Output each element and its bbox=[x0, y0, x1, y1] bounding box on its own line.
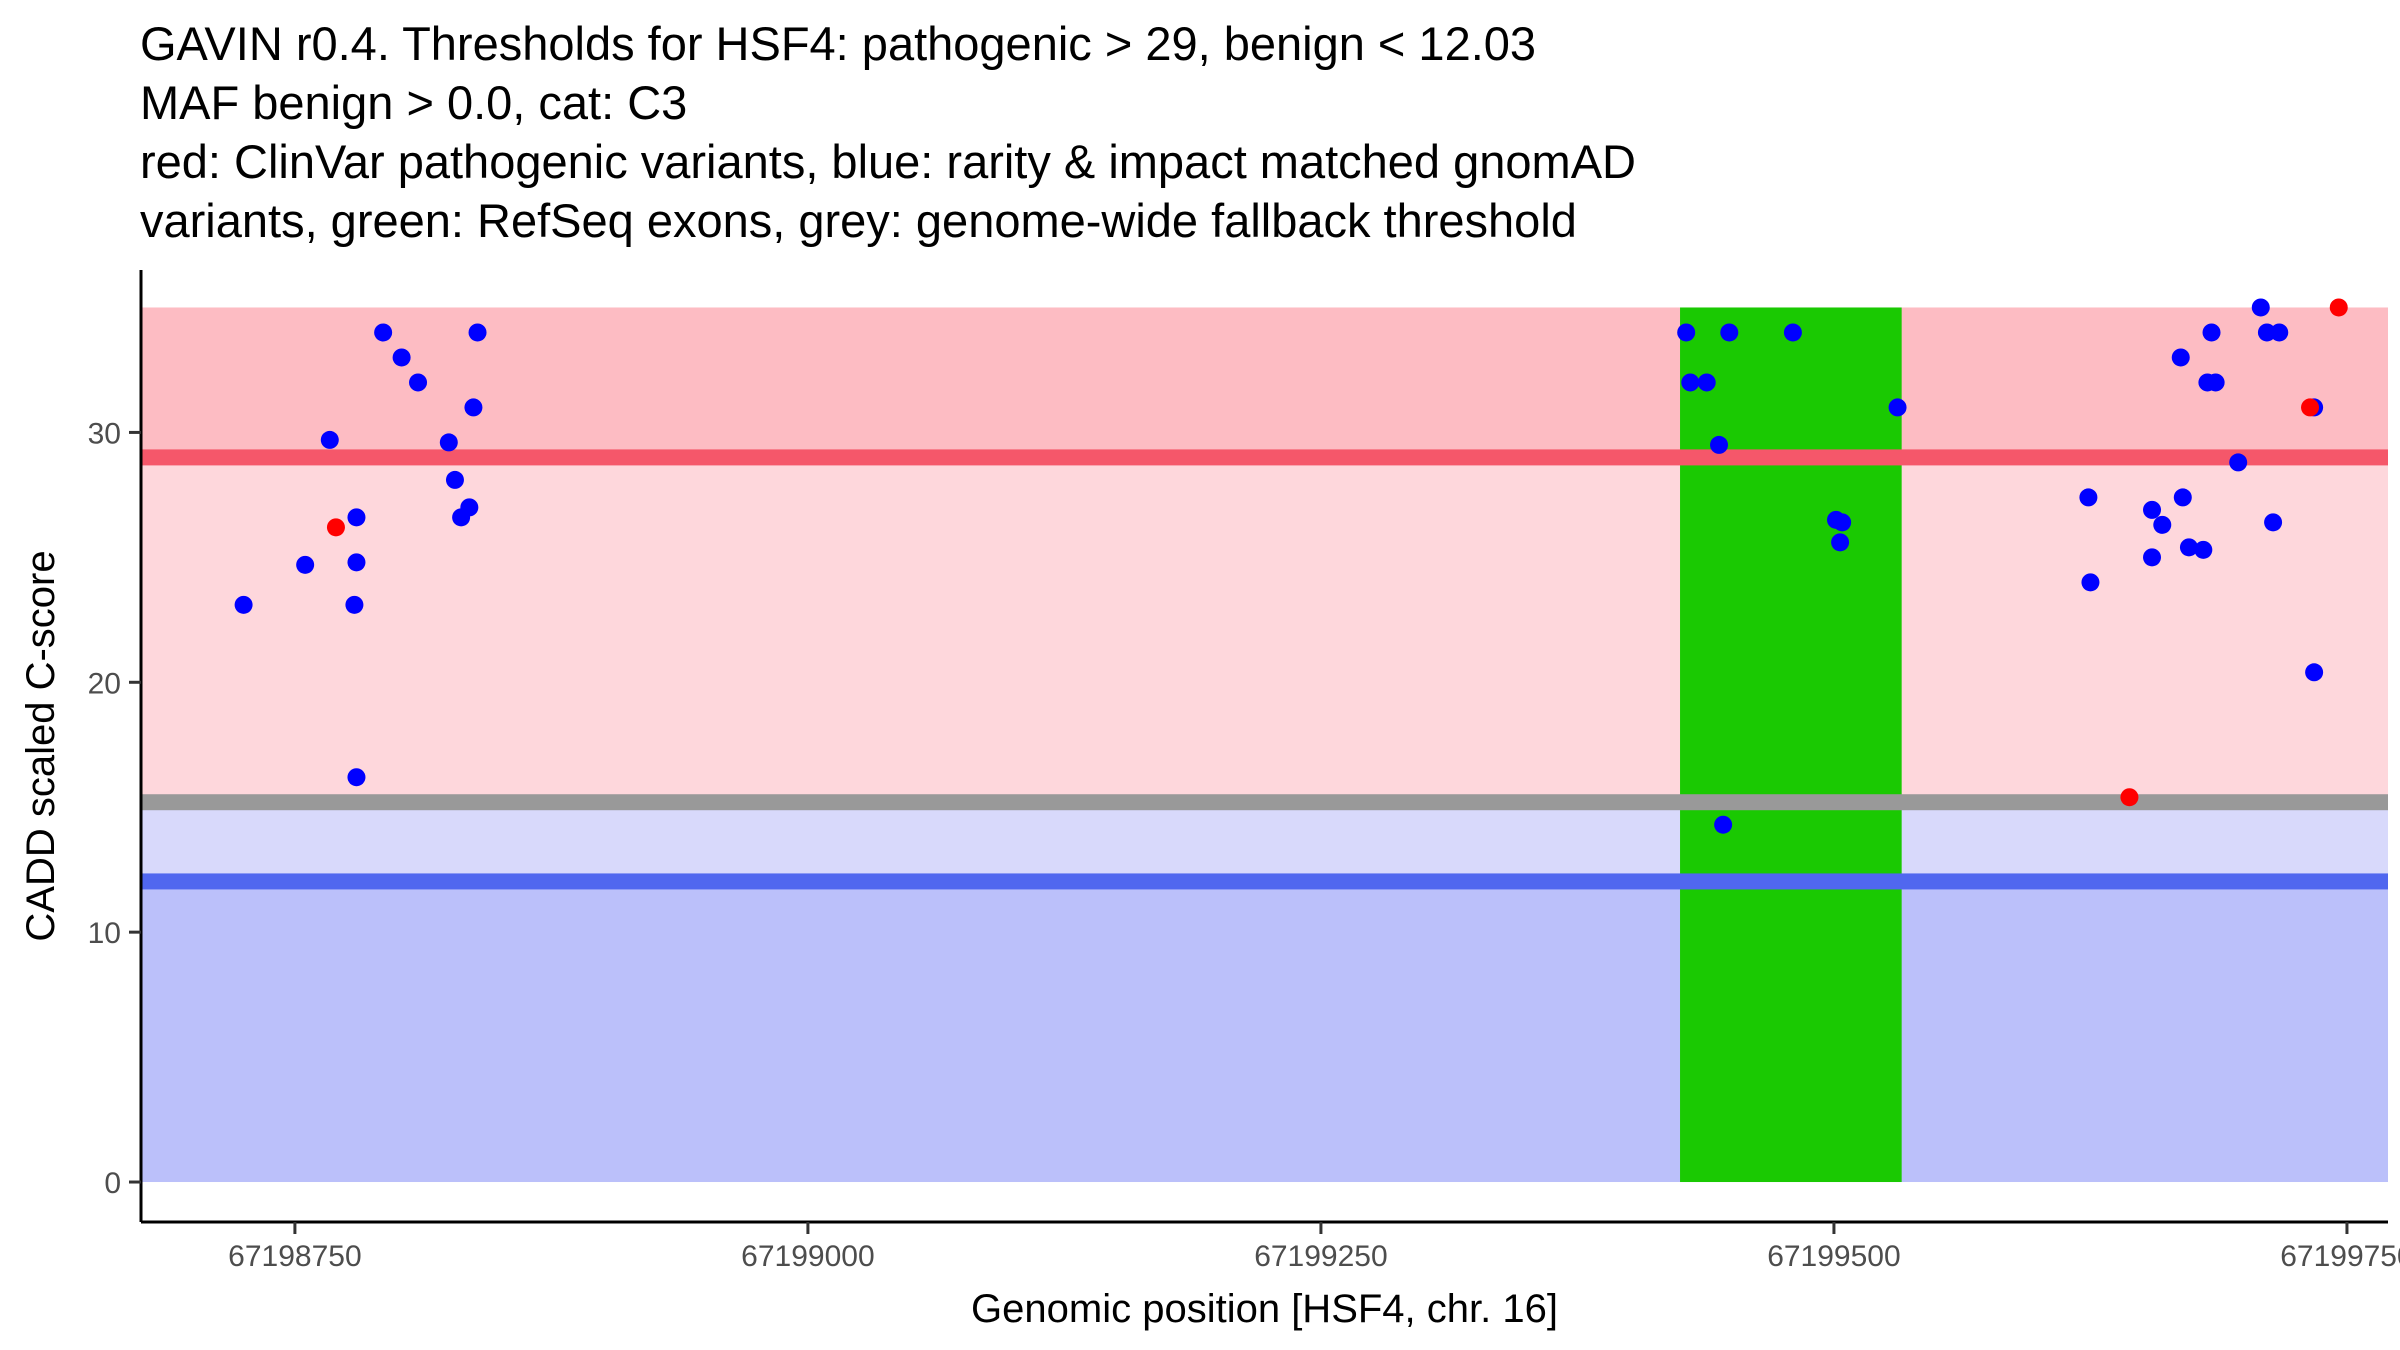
gnomad-point-5 bbox=[347, 553, 366, 572]
gnomad-point-20 bbox=[1710, 435, 1729, 454]
clinvar-point-3 bbox=[2301, 398, 2320, 417]
gnomad-point-43 bbox=[2264, 513, 2283, 532]
pathogenic-threshold-line bbox=[141, 449, 2388, 466]
title-line-4: variants, green: RefSeq exons, grey: gen… bbox=[140, 194, 1577, 247]
gnomad-point-40 bbox=[2229, 453, 2248, 472]
y-tick-label-4: 30 bbox=[88, 417, 121, 450]
x-tick-label-4: 67199500 bbox=[1767, 1240, 1900, 1273]
gnomad-point-11 bbox=[439, 433, 458, 452]
gnomad-point-18 bbox=[1681, 373, 1700, 392]
gnomad-point-38 bbox=[2202, 323, 2221, 342]
clinvar-point-4 bbox=[2329, 298, 2348, 317]
y-tick-label-1: 0 bbox=[104, 1167, 121, 1200]
benign-threshold-line bbox=[141, 873, 2388, 890]
title-line-2: MAF benign > 0.0, cat: C3 bbox=[140, 76, 688, 129]
gnomad-point-8 bbox=[374, 323, 393, 342]
x-axis-title: Genomic position [HSF4, chr. 16] bbox=[971, 1287, 1558, 1331]
y-tick-label-3: 20 bbox=[88, 667, 121, 700]
y-axis-title: CADD scaled C-score bbox=[19, 550, 63, 941]
gnomad-point-30 bbox=[2143, 500, 2162, 519]
axes: 67198750 67199000 67199250 67199500 6719975 0… bbox=[88, 270, 2400, 1273]
gnomad-point-15 bbox=[464, 398, 483, 417]
gnomad-point-9 bbox=[392, 348, 411, 367]
clinvar-point-2 bbox=[2120, 788, 2139, 807]
gnomad-point-34 bbox=[2173, 488, 2192, 507]
gnomad-point-3 bbox=[320, 430, 339, 449]
fallback-threshold-line bbox=[141, 794, 2388, 811]
pathogenic-zone-band bbox=[141, 307, 2388, 458]
gnomad-point-12 bbox=[445, 470, 464, 489]
gnomad-point-23 bbox=[1783, 323, 1802, 342]
clinvar-point-1 bbox=[326, 518, 345, 537]
fallback-to-benign-zone-band bbox=[141, 802, 2388, 882]
x-tick-label-1: 67198750 bbox=[228, 1240, 361, 1273]
gnomad-matched-series bbox=[234, 298, 2324, 834]
threshold-lines bbox=[141, 449, 2388, 890]
gnomad-point-39 bbox=[2206, 373, 2225, 392]
gnomad-point-14 bbox=[460, 498, 479, 517]
gnomad-point-1 bbox=[234, 595, 253, 614]
gnomad-point-33 bbox=[2171, 348, 2190, 367]
gnomad-point-41 bbox=[2251, 298, 2270, 317]
gnomad-point-26 bbox=[1831, 533, 1850, 552]
gnomad-point-31 bbox=[2143, 548, 2162, 567]
threshold-bands bbox=[141, 307, 2388, 1183]
clinvar-pathogenic-series bbox=[326, 298, 2348, 807]
gnomad-point-32 bbox=[2153, 515, 2172, 534]
title-line-1: GAVIN r0.4. Thresholds for HSF4: pathoge… bbox=[140, 17, 1537, 70]
x-tick-label-3: 67199250 bbox=[1254, 1240, 1387, 1273]
gnomad-point-6 bbox=[345, 595, 364, 614]
y-tick-label-2: 10 bbox=[88, 917, 121, 950]
gnomad-point-21 bbox=[1714, 815, 1733, 834]
benign-zone-band bbox=[141, 881, 2388, 1183]
gnomad-point-19 bbox=[1697, 373, 1716, 392]
above-fallback-zone-band bbox=[141, 457, 2388, 803]
gnomad-point-2 bbox=[296, 555, 315, 574]
gnomad-point-42 bbox=[2257, 323, 2276, 342]
gnomad-point-17 bbox=[1677, 323, 1696, 342]
gnomad-point-35 bbox=[2179, 538, 2198, 557]
variant-points bbox=[234, 298, 2348, 834]
gnomad-point-4 bbox=[347, 508, 366, 527]
gnomad-point-22 bbox=[1720, 323, 1739, 342]
gnomad-point-44 bbox=[2270, 323, 2289, 342]
gnomad-point-16 bbox=[468, 323, 487, 342]
chart-title: GAVIN r0.4. Thresholds for HSF4: pathoge… bbox=[140, 14, 2340, 250]
gnomad-point-46 bbox=[2305, 663, 2324, 682]
gnomad-point-10 bbox=[409, 373, 428, 392]
title-line-3: red: ClinVar pathogenic variants, blue: … bbox=[140, 135, 1636, 188]
y-axis-ticks: 0 10 20 30 bbox=[88, 417, 141, 1200]
gnomad-point-25 bbox=[1833, 513, 1852, 532]
gnomad-point-7 bbox=[347, 768, 366, 787]
gnomad-point-28 bbox=[2079, 488, 2098, 507]
x-tick-label-2: 67199000 bbox=[741, 1240, 874, 1273]
gnomad-point-36 bbox=[2194, 540, 2213, 559]
gnomad-point-29 bbox=[2081, 573, 2100, 592]
gnomad-point-27 bbox=[1888, 398, 1907, 417]
